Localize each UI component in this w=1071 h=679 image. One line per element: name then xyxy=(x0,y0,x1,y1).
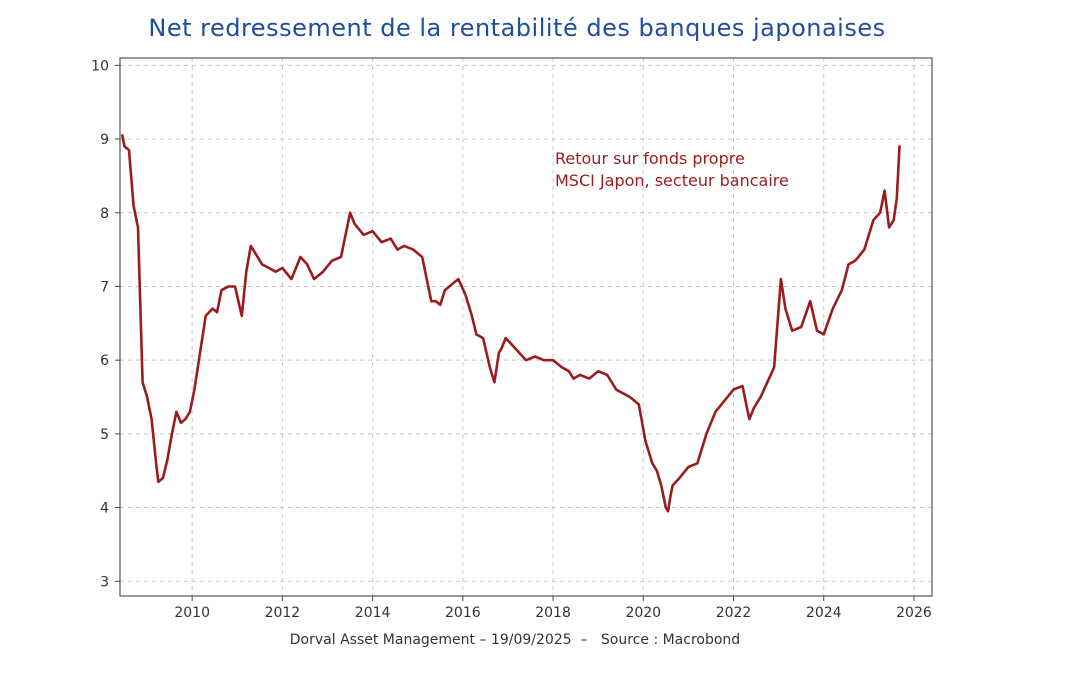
x-tick-label-2010: 2010 xyxy=(174,605,210,621)
footer-source-label: Source : Macrobond xyxy=(600,632,741,648)
y-tick-label-3: 3 xyxy=(100,574,109,590)
x-tick-label-2014: 2014 xyxy=(355,605,391,621)
y-tick-label-6: 6 xyxy=(100,353,109,369)
y-tick-label-10: 10 xyxy=(91,58,109,74)
x-tick-label-2024: 2024 xyxy=(806,605,842,621)
annotation-line-1: MSCI Japon, secteur bancaire xyxy=(555,171,789,190)
y-tick-label-5: 5 xyxy=(100,427,109,443)
footer-author: Dorval Asset Management xyxy=(289,632,476,648)
x-tick-label-2016: 2016 xyxy=(445,605,481,621)
chart-title: Net redressement de la rentabilité des b… xyxy=(148,14,886,42)
y-tick-label-4: 4 xyxy=(100,501,109,517)
x-tick-label-2020: 2020 xyxy=(625,605,661,621)
x-tick-label-2012: 2012 xyxy=(265,605,301,621)
footer-date: 19/09/2025 xyxy=(490,632,572,648)
annotation-line-0: Retour sur fonds propre xyxy=(555,149,745,168)
axes: 3 4 5 6 7 8 9 10 2010 2012 2014 2016 2018 2020 2022 202… xyxy=(91,57,933,621)
x-tick-label-2018: 2018 xyxy=(535,605,571,621)
series-line-0 xyxy=(121,134,901,513)
footer-sep-2: – xyxy=(571,632,601,648)
y-tick-label-8: 8 xyxy=(100,206,109,222)
plot-frame xyxy=(119,57,933,597)
x-tick-label-2026: 2026 xyxy=(896,605,932,621)
annotation: Retour sur fonds propre MSCI Japon, secte… xyxy=(555,149,789,190)
y-tick-label-7: 7 xyxy=(100,279,109,295)
footer-sep-1: – xyxy=(475,632,491,648)
y-tick-label-9: 9 xyxy=(100,132,109,148)
x-tick-label-2022: 2022 xyxy=(716,605,752,621)
series-layer xyxy=(121,134,901,513)
footer-source: Dorval Asset Management – 19/09/2025 – S… xyxy=(0,632,1030,648)
grid-lines xyxy=(120,58,932,596)
